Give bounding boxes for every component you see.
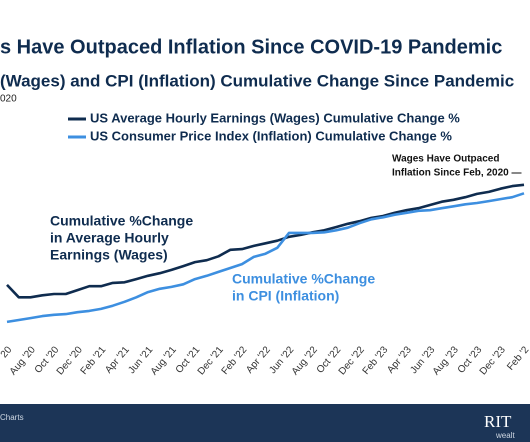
footer-logo-sub: wealt — [495, 431, 515, 440]
annotation: in CPI (Inflation) — [232, 288, 339, 304]
x-tick-label: 20 — [0, 344, 15, 360]
x-tick-label: Aug '20 — [8, 344, 38, 377]
x-tick-label: Aug '21 — [149, 344, 179, 377]
x-tick-label: Dec '23 — [478, 344, 508, 377]
legend-label: US Average Hourly Earnings (Wages) Cumul… — [90, 110, 460, 125]
annotation: Inflation Since Feb, 2020 — — [392, 168, 521, 179]
annotation: Cumulative %Change — [50, 213, 193, 229]
footer-bar — [0, 404, 530, 442]
chart-title: s Have Outpaced Inflation Since COVID-19… — [0, 36, 502, 58]
series-line — [6, 192, 525, 324]
chart-subtitle-2: 020 — [0, 94, 17, 105]
annotation: Cumulative %Change — [232, 271, 375, 287]
annotation: Wages Have Outpaced — [392, 154, 499, 165]
legend-label: US Consumer Price Index (Inflation) Cumu… — [90, 128, 452, 143]
x-tick-label: Aug '23 — [431, 344, 461, 377]
x-tick-label: Feb '2 — [505, 344, 530, 372]
annotation: Earnings (Wages) — [50, 247, 168, 263]
x-tick-label: Feb '23 — [361, 344, 391, 377]
x-tick-label: Feb '22 — [220, 344, 250, 377]
x-tick-label: Aug '22 — [290, 344, 320, 377]
footer-logo: RIT — [484, 412, 512, 431]
chart-subtitle: (Wages) and CPI (Inflation) Cumulative C… — [0, 71, 514, 90]
footer-source: Charts — [0, 413, 24, 422]
x-tick-label: Feb '21 — [79, 344, 109, 377]
annotation: in Average Hourly — [50, 230, 169, 246]
series-line — [6, 183, 525, 299]
